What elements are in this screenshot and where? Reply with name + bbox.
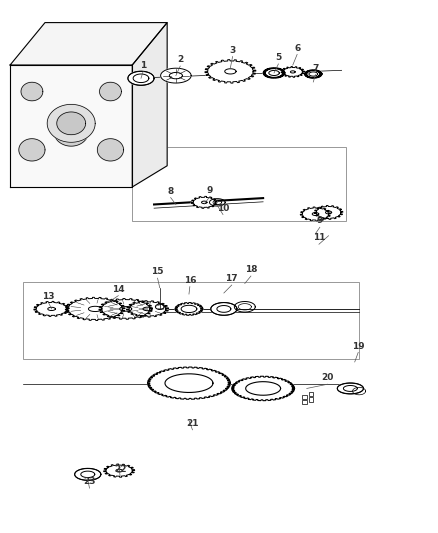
Bar xyxy=(302,400,306,405)
Polygon shape xyxy=(126,301,168,317)
Polygon shape xyxy=(191,196,217,208)
Bar xyxy=(308,392,313,397)
Polygon shape xyxy=(53,116,88,146)
Polygon shape xyxy=(155,304,164,310)
Text: 19: 19 xyxy=(351,342,364,351)
Text: 14: 14 xyxy=(112,285,124,294)
Text: 21: 21 xyxy=(186,419,198,428)
Text: 13: 13 xyxy=(42,292,55,301)
Polygon shape xyxy=(133,74,148,83)
Polygon shape xyxy=(304,70,321,78)
Polygon shape xyxy=(216,305,230,312)
Polygon shape xyxy=(21,82,43,101)
Polygon shape xyxy=(343,385,357,391)
Polygon shape xyxy=(127,71,154,85)
Text: 5: 5 xyxy=(275,53,281,62)
Text: 20: 20 xyxy=(321,373,333,382)
Polygon shape xyxy=(314,205,342,220)
Polygon shape xyxy=(169,72,182,79)
Polygon shape xyxy=(99,82,121,101)
Polygon shape xyxy=(262,68,284,78)
Polygon shape xyxy=(57,112,85,135)
Polygon shape xyxy=(74,469,101,480)
Polygon shape xyxy=(300,207,330,221)
Text: 17: 17 xyxy=(225,274,237,283)
Text: 2: 2 xyxy=(177,55,183,64)
Polygon shape xyxy=(103,464,134,477)
Text: 23: 23 xyxy=(83,477,95,486)
Polygon shape xyxy=(308,72,317,76)
Polygon shape xyxy=(99,298,152,319)
Text: 9: 9 xyxy=(206,185,212,195)
Polygon shape xyxy=(160,68,191,83)
Text: 1: 1 xyxy=(140,61,146,69)
Polygon shape xyxy=(147,367,230,399)
Bar xyxy=(308,398,313,402)
Polygon shape xyxy=(165,374,212,392)
Polygon shape xyxy=(245,382,280,395)
Polygon shape xyxy=(19,139,45,161)
Polygon shape xyxy=(205,60,255,83)
Polygon shape xyxy=(231,376,294,401)
Text: 15: 15 xyxy=(151,268,163,276)
Polygon shape xyxy=(280,67,304,77)
Polygon shape xyxy=(132,22,167,187)
Text: 10: 10 xyxy=(216,204,229,213)
Polygon shape xyxy=(65,297,125,320)
Polygon shape xyxy=(181,305,196,312)
Polygon shape xyxy=(210,303,237,316)
Polygon shape xyxy=(81,471,95,478)
Text: 18: 18 xyxy=(244,265,257,274)
Text: 9: 9 xyxy=(316,216,322,225)
Polygon shape xyxy=(97,139,123,161)
Polygon shape xyxy=(34,301,69,317)
Text: 22: 22 xyxy=(113,465,126,474)
Text: 3: 3 xyxy=(229,46,235,55)
Bar xyxy=(302,395,306,399)
Text: 16: 16 xyxy=(183,276,196,285)
Polygon shape xyxy=(47,104,95,142)
Polygon shape xyxy=(10,22,167,65)
Text: 7: 7 xyxy=(311,64,318,72)
Polygon shape xyxy=(336,383,363,394)
Text: 11: 11 xyxy=(312,233,325,243)
Polygon shape xyxy=(10,65,132,187)
Polygon shape xyxy=(175,302,202,316)
Polygon shape xyxy=(268,70,279,76)
Text: 8: 8 xyxy=(167,187,173,196)
Text: 6: 6 xyxy=(293,44,300,53)
